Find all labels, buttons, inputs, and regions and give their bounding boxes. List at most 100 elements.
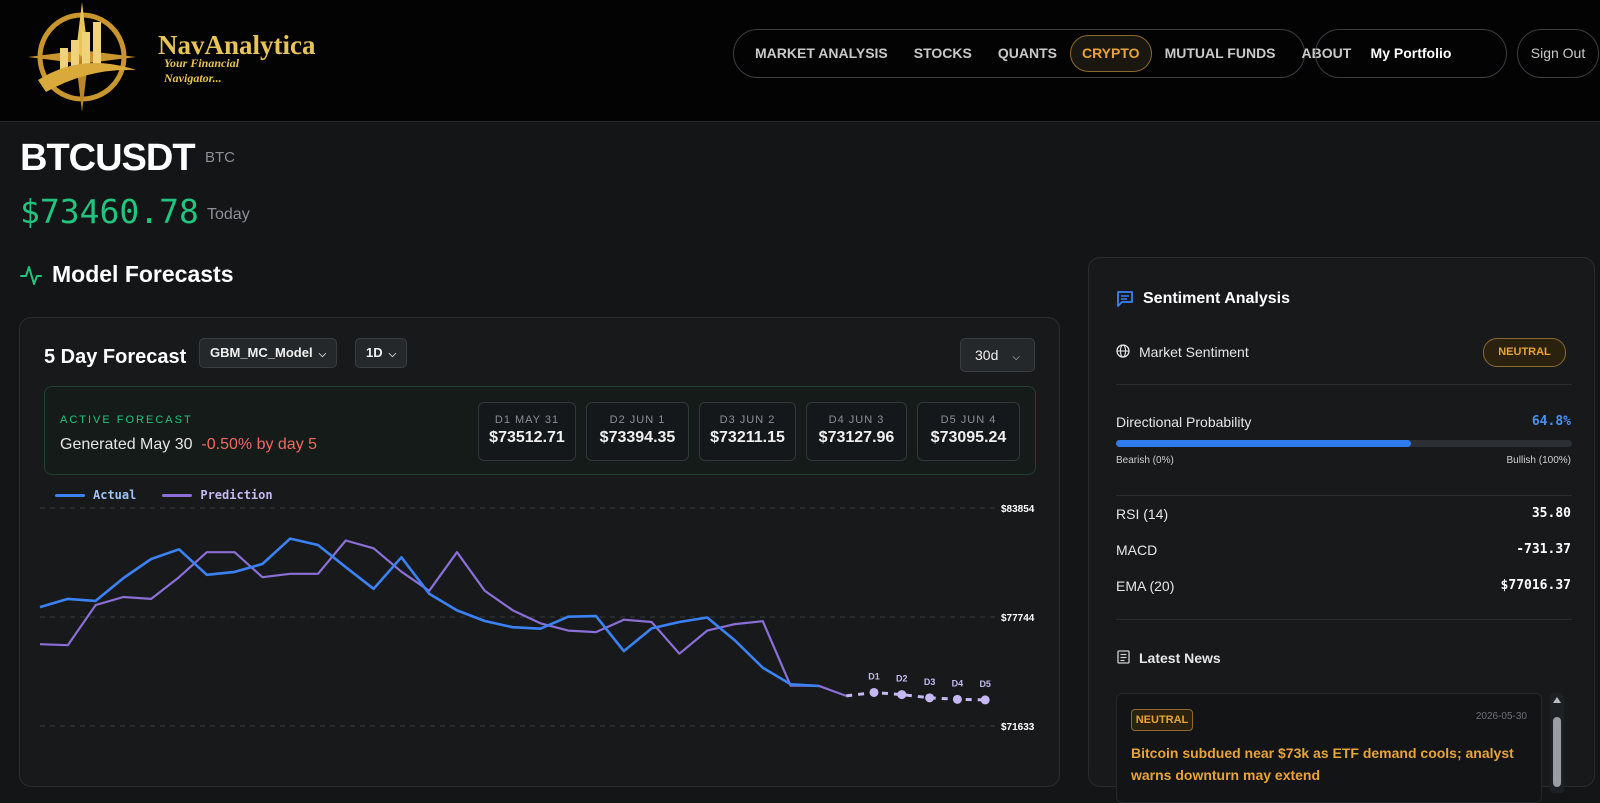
chevron-down-icon: ⌵ bbox=[1012, 352, 1020, 363]
forecast-day-card: D4 JUN 3 $73127.96 bbox=[806, 402, 907, 461]
active-forecast-summary: Generated May 30 -0.50% by day 5 bbox=[60, 436, 317, 454]
forecast-change: -0.50% by day 5 bbox=[201, 436, 318, 453]
divider bbox=[1116, 384, 1572, 385]
probability-label: Directional Probability bbox=[1116, 414, 1252, 430]
sentiment-title: Sentiment Analysis bbox=[1143, 290, 1291, 307]
indicator-value: 35.80 bbox=[1531, 506, 1571, 521]
news-item[interactable]: NEUTRAL 2026-05-30 Bitcoin subdued near … bbox=[1116, 693, 1542, 803]
divider bbox=[1116, 619, 1572, 620]
newspaper-icon bbox=[1117, 650, 1130, 664]
forecast-day-value: $73512.71 bbox=[489, 429, 565, 446]
activity-icon bbox=[20, 266, 42, 285]
section-title: Model Forecasts bbox=[52, 261, 234, 287]
y-tick-label: $83854 bbox=[1001, 504, 1035, 515]
legend-swatch bbox=[55, 493, 85, 497]
forecast-day-value: $73095.24 bbox=[930, 429, 1007, 446]
forecast-point bbox=[925, 693, 935, 703]
legend-swatch bbox=[162, 493, 193, 497]
forecast-card-title: 5 Day Forecast bbox=[44, 346, 187, 368]
forecast-day-label: D2 JUN 1 bbox=[609, 414, 666, 426]
legend-label: Actual bbox=[93, 488, 137, 502]
brand-tagline: Your Financial Navigator... bbox=[164, 56, 240, 85]
forecast-point bbox=[897, 690, 907, 700]
nav-item-quants[interactable]: QUANTS bbox=[997, 45, 1057, 61]
asset-price: $73460.78 bbox=[20, 192, 199, 231]
sign-out-button[interactable]: Sign Out bbox=[1517, 29, 1599, 78]
active-forecast-panel: ACTIVE FORECAST Generated May 30 -0.50% … bbox=[44, 386, 1036, 475]
probability-bar-fill bbox=[1116, 440, 1412, 447]
active-forecast-label: ACTIVE FORECAST bbox=[60, 414, 193, 426]
asset-price-label: Today bbox=[207, 206, 250, 223]
chevron-down-icon: ⌵ bbox=[388, 349, 397, 360]
forecast-day-value: $73394.35 bbox=[599, 429, 676, 446]
forecast-day-card: D1 MAY 31 $73512.71 bbox=[478, 402, 576, 461]
forecast-day-label: D4 JUN 3 bbox=[828, 414, 885, 426]
indicator-label: EMA (20) bbox=[1116, 578, 1175, 594]
generated-date: Generated May 30 bbox=[60, 436, 193, 453]
forecast-point-label: D4 bbox=[952, 678, 964, 688]
forecast-chart: $83854 $77744 $71633 D1 D2 D3 D4 D5 bbox=[39, 504, 1035, 733]
nav-item-mutual-funds[interactable]: MUTUAL FUNDS bbox=[1164, 45, 1276, 61]
legend-item-actual[interactable]: Actual bbox=[55, 488, 136, 502]
forecast-day-value: $73127.96 bbox=[818, 429, 895, 446]
range-dropdown-value: 30d bbox=[975, 347, 999, 363]
forecast-point bbox=[952, 694, 962, 704]
model-dropdown-value: GBM_MC_Model bbox=[210, 345, 313, 360]
brand-name: NavAnalytica bbox=[158, 30, 316, 60]
model-dropdown[interactable]: GBM_MC_Model ⌵ bbox=[199, 338, 338, 368]
indicator-value: -731.37 bbox=[1516, 542, 1571, 557]
forecast-card: 5 Day Forecast GBM_MC_Model ⌵ 1D ⌵ 30d ⌵ AC… bbox=[19, 317, 1060, 787]
news-scrollbar[interactable] bbox=[1550, 693, 1564, 793]
scrollbar-thumb[interactable] bbox=[1553, 717, 1561, 787]
forecast-day-value: $73211.15 bbox=[710, 429, 785, 446]
chevron-down-icon: ⌵ bbox=[318, 349, 327, 360]
forecast-point-label: D1 bbox=[868, 671, 880, 681]
y-tick-label: $71633 bbox=[1001, 722, 1035, 733]
interval-dropdown[interactable]: 1D ⌵ bbox=[355, 338, 408, 368]
latest-news-title: Latest News bbox=[1139, 650, 1221, 666]
asset-symbol: BTCUSDT bbox=[20, 137, 196, 179]
forecast-day-label: D3 JUN 2 bbox=[719, 414, 776, 426]
indicator-label: MACD bbox=[1116, 542, 1158, 558]
my-portfolio-button[interactable]: My Portfolio bbox=[1315, 29, 1507, 78]
indicator-label: RSI (14) bbox=[1116, 506, 1169, 522]
news-date: 2026-05-30 bbox=[1475, 711, 1527, 722]
forecast-point-label: D5 bbox=[979, 679, 991, 689]
market-sentiment-badge: NEUTRAL bbox=[1483, 338, 1566, 367]
market-sentiment-label: Market Sentiment bbox=[1139, 344, 1249, 360]
prediction-series-line bbox=[39, 539, 847, 697]
main-nav: MARKET ANALYSIS STOCKS QUANTS CRYPTO MUT… bbox=[733, 29, 1351, 78]
news-sentiment-badge: NEUTRAL bbox=[1131, 709, 1193, 731]
range-dropdown[interactable]: 30d ⌵ bbox=[960, 338, 1035, 372]
legend-label: Prediction bbox=[200, 488, 273, 502]
forecast-series-line bbox=[846, 690, 986, 702]
probability-bar bbox=[1116, 440, 1572, 447]
forecast-day-label: D5 JUN 4 bbox=[940, 414, 997, 426]
news-headline[interactable]: Bitcoin subdued near $73k as ETF demand … bbox=[1131, 745, 1514, 783]
brand-logo[interactable]: NavAnalytica Your Financial Navigator... bbox=[18, 0, 316, 118]
probability-value: 64.8% bbox=[1531, 414, 1571, 429]
forecast-day-card: D2 JUN 1 $73394.35 bbox=[586, 402, 689, 461]
globe-icon bbox=[1116, 344, 1130, 358]
message-square-icon bbox=[1117, 291, 1133, 307]
chart-legend: Actual Prediction bbox=[55, 488, 273, 502]
asset-base: BTC bbox=[205, 149, 235, 166]
divider bbox=[1116, 495, 1572, 496]
forecast-point-label: D2 bbox=[896, 674, 908, 684]
bullish-label: Bullish (100%) bbox=[1506, 455, 1571, 466]
scroll-up-icon[interactable] bbox=[1552, 696, 1562, 704]
legend-item-prediction[interactable]: Prediction bbox=[162, 488, 273, 502]
forecast-day-label: D1 MAY 31 bbox=[494, 414, 560, 426]
forecast-point bbox=[869, 687, 879, 697]
interval-dropdown-value: 1D bbox=[366, 345, 383, 360]
compass-logo-icon bbox=[28, 2, 136, 112]
forecast-point-label: D3 bbox=[924, 677, 936, 687]
indicator-value: $77016.37 bbox=[1500, 578, 1571, 593]
top-bar: NavAnalytica Your Financial Navigator...… bbox=[0, 0, 1600, 122]
nav-item-market-analysis[interactable]: MARKET ANALYSIS bbox=[755, 45, 888, 61]
nav-item-stocks[interactable]: STOCKS bbox=[913, 45, 972, 61]
bearish-label: Bearish (0%) bbox=[1116, 455, 1174, 466]
actual-series-line bbox=[39, 537, 819, 688]
nav-item-crypto[interactable]: CRYPTO bbox=[1069, 35, 1152, 72]
y-tick-label: $77744 bbox=[1001, 613, 1035, 624]
